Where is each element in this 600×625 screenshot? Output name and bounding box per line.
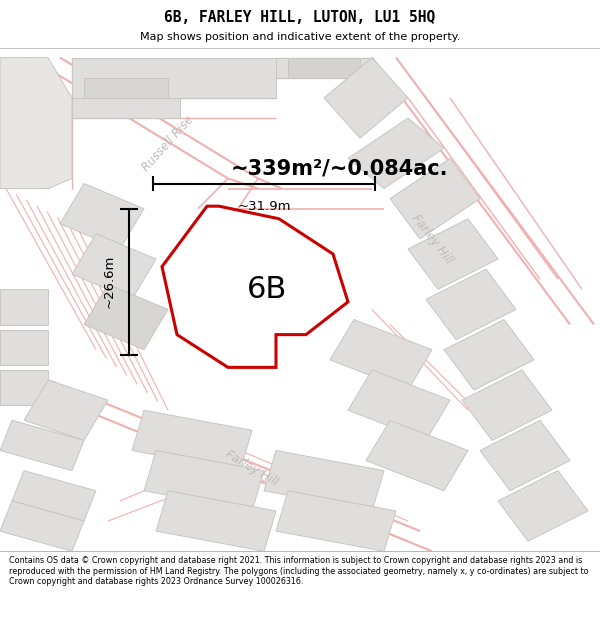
Polygon shape bbox=[72, 98, 180, 118]
Text: ~31.9m: ~31.9m bbox=[237, 199, 291, 212]
Text: Contains OS data © Crown copyright and database right 2021. This information is : Contains OS data © Crown copyright and d… bbox=[9, 556, 589, 586]
Polygon shape bbox=[132, 410, 252, 471]
Polygon shape bbox=[162, 206, 348, 368]
Text: ~339m²/~0.084ac.: ~339m²/~0.084ac. bbox=[231, 158, 449, 178]
Polygon shape bbox=[24, 380, 108, 441]
Polygon shape bbox=[444, 319, 534, 390]
Polygon shape bbox=[0, 420, 84, 471]
Polygon shape bbox=[276, 58, 372, 78]
Polygon shape bbox=[0, 370, 48, 405]
Polygon shape bbox=[156, 491, 276, 551]
Polygon shape bbox=[72, 234, 156, 299]
Polygon shape bbox=[0, 289, 48, 324]
Text: Map shows position and indicative extent of the property.: Map shows position and indicative extent… bbox=[140, 32, 460, 43]
Polygon shape bbox=[330, 319, 432, 390]
Polygon shape bbox=[12, 471, 96, 521]
Polygon shape bbox=[72, 58, 276, 98]
Polygon shape bbox=[0, 329, 48, 365]
Polygon shape bbox=[408, 219, 498, 289]
Text: 6B: 6B bbox=[247, 275, 287, 304]
Text: ~26.6m: ~26.6m bbox=[103, 255, 116, 308]
Polygon shape bbox=[0, 58, 72, 189]
Polygon shape bbox=[426, 269, 516, 339]
Polygon shape bbox=[60, 184, 144, 249]
Polygon shape bbox=[144, 451, 264, 511]
Polygon shape bbox=[390, 158, 480, 239]
Polygon shape bbox=[324, 58, 408, 138]
Polygon shape bbox=[462, 370, 552, 441]
Polygon shape bbox=[348, 118, 444, 189]
Polygon shape bbox=[0, 501, 84, 551]
Polygon shape bbox=[276, 491, 396, 551]
Polygon shape bbox=[348, 370, 450, 441]
Polygon shape bbox=[84, 284, 168, 350]
Polygon shape bbox=[264, 451, 384, 511]
Text: 6B, FARLEY HILL, LUTON, LU1 5HQ: 6B, FARLEY HILL, LUTON, LU1 5HQ bbox=[164, 9, 436, 24]
Polygon shape bbox=[84, 78, 168, 98]
Text: Russell Rise: Russell Rise bbox=[140, 112, 196, 174]
Text: Farley Hill: Farley Hill bbox=[223, 448, 281, 489]
Polygon shape bbox=[498, 471, 588, 541]
Polygon shape bbox=[288, 58, 360, 78]
Polygon shape bbox=[366, 420, 468, 491]
Polygon shape bbox=[480, 420, 570, 491]
Text: Farley Hill: Farley Hill bbox=[409, 212, 455, 266]
